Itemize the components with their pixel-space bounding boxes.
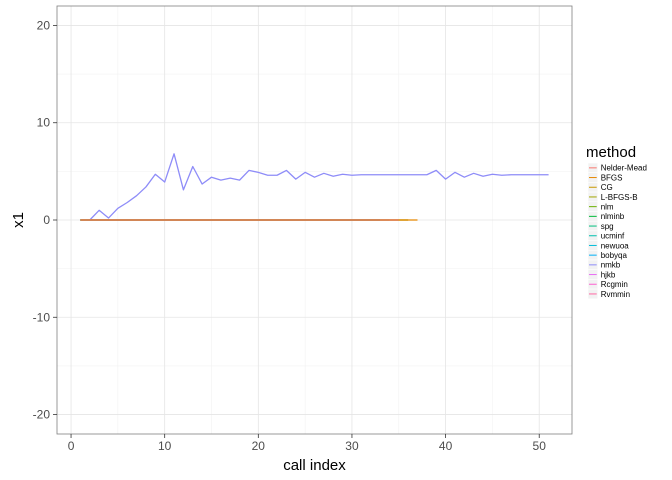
legend-item: hjkb: [587, 269, 616, 280]
y-tick-labels: -20 -10 0 10 20: [33, 18, 51, 421]
y-tick-label: 10: [37, 116, 51, 130]
legend-item: Rcgmin: [587, 279, 628, 290]
legend-item: L-BFGS-B: [587, 191, 638, 203]
x-tick-label: 0: [68, 439, 75, 453]
y-tick-label: 20: [37, 18, 51, 32]
legend-item: nlm: [587, 201, 614, 212]
legend-label: Nelder-Mead: [601, 164, 647, 173]
legend-item: spg: [587, 220, 614, 232]
legend-label: Rcgmin: [601, 280, 628, 289]
series-layer: [80, 153, 549, 221]
legend-label: bobyqa: [601, 251, 628, 260]
legend-item: ucminf: [587, 230, 625, 241]
legend-label: L-BFGS-B: [601, 193, 638, 202]
y-tick-label: -10: [33, 310, 51, 324]
legend-label: nlminb: [601, 212, 625, 221]
legend-label: nmkb: [601, 261, 621, 270]
legend-label: newuoa: [601, 241, 630, 250]
legend-item: nmkb: [587, 259, 621, 270]
series-line-nmkb: [80, 153, 549, 221]
y-axis-title: x1: [10, 212, 27, 228]
x-axis-title: call index: [283, 457, 346, 474]
x-tick-label: 30: [345, 439, 359, 453]
legend-label: ucminf: [601, 232, 625, 241]
legend-label: nlm: [601, 202, 614, 211]
legend-item: BFGS: [587, 172, 623, 183]
legend-item: bobyqa: [587, 250, 628, 261]
legend-label: BFGS: [601, 173, 623, 182]
legend: method Nelder-MeadBFGSCGL-BFGS-Bnlmnlmin…: [586, 144, 647, 300]
x-tick-label: 10: [158, 439, 172, 453]
legend-label: spg: [601, 222, 614, 231]
x-tick-label: 20: [252, 439, 266, 453]
y-tick-label: 0: [43, 213, 50, 227]
legend-item: Rvmmin: [587, 288, 630, 300]
legend-item: Nelder-Mead: [587, 162, 647, 173]
x-tick-label: 50: [533, 439, 547, 453]
legend-item: nlminb: [587, 211, 625, 222]
legend-label: CG: [601, 183, 613, 192]
y-tick-label: -20: [33, 408, 51, 422]
legend-label: Rvmmin: [601, 290, 630, 299]
axis-ticks: [53, 25, 540, 438]
legend-items: Nelder-MeadBFGSCGL-BFGS-Bnlmnlminbspgucm…: [587, 162, 647, 300]
x-tick-labels: 0 10 20 30 40 50: [68, 439, 547, 453]
legend-title: method: [586, 144, 636, 161]
legend-item: newuoa: [587, 240, 630, 251]
legend-label: hjkb: [601, 270, 616, 279]
legend-item: CG: [587, 182, 613, 193]
x-tick-label: 40: [439, 439, 453, 453]
